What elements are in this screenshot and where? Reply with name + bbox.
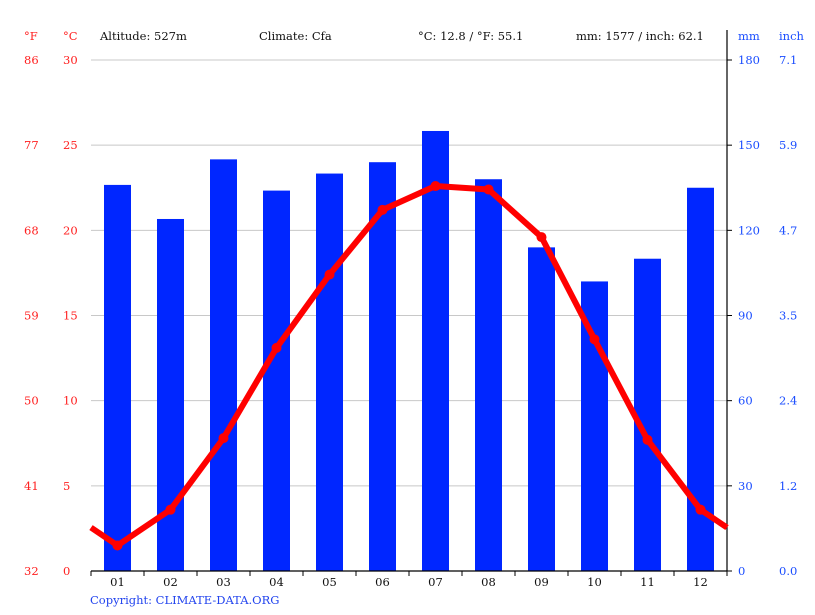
month-label: 01 <box>110 575 125 589</box>
celsius-tick-label: 30 <box>63 53 78 67</box>
temperature-point <box>642 434 653 445</box>
celsius-tick-label: 10 <box>63 394 78 408</box>
inch-tick-label: 4.7 <box>779 223 797 237</box>
mm-tick-label: 30 <box>738 479 753 493</box>
precipitation-bar <box>104 184 131 571</box>
temperature-point <box>377 204 388 215</box>
fahrenheit-tick-label: 59 <box>24 309 39 323</box>
mm-tick-label: 180 <box>738 53 760 67</box>
month-label: 12 <box>693 575 708 589</box>
temperature-point <box>536 232 547 243</box>
month-label: 06 <box>375 575 390 589</box>
mm-tick-label: 60 <box>738 394 753 408</box>
celsius-tick-label: 5 <box>63 479 70 493</box>
temperature-point <box>695 504 706 515</box>
inch-unit-label: inch <box>779 29 805 43</box>
precipitation-bar <box>475 179 502 571</box>
fahrenheit-unit-label: °F <box>24 29 38 43</box>
mm-tick-label: 120 <box>738 223 760 237</box>
month-label: 04 <box>269 575 284 589</box>
celsius-tick-label: 20 <box>63 223 78 237</box>
inch-tick-label: 7.1 <box>779 53 797 67</box>
month-label: 09 <box>534 575 549 589</box>
celsius-tick-label: 0 <box>63 564 70 578</box>
precipitation-bar <box>316 173 343 572</box>
precipitation-bar <box>528 247 555 571</box>
celsius-tick-label: 25 <box>63 138 78 152</box>
inch-tick-label: 2.4 <box>779 394 797 408</box>
precipitation-bar <box>581 281 608 571</box>
precipitation-bars <box>104 130 714 572</box>
temperature-point <box>218 433 229 444</box>
celsius-tick-label: 15 <box>63 309 78 323</box>
mm-tick-label: 150 <box>738 138 760 152</box>
month-label: 10 <box>587 575 602 589</box>
gridlines <box>91 59 727 487</box>
fahrenheit-tick-label: 86 <box>24 53 39 67</box>
precipitation-bar <box>634 258 661 571</box>
temperature-point <box>271 342 282 353</box>
precipitation-bar <box>422 130 449 571</box>
altitude-label: Altitude: 527m <box>99 29 187 43</box>
temperature-point <box>112 540 123 551</box>
month-label: 05 <box>322 575 337 589</box>
inch-tick-label: 3.5 <box>779 309 797 323</box>
month-axis: 01 02 03 04 05 06 07 08 09 10 11 12 <box>90 570 728 589</box>
month-label: 11 <box>640 575 655 589</box>
temperature-axis: 32 0 41 5 50 10 59 15 68 20 77 25 86 30 <box>24 53 78 578</box>
fahrenheit-tick-label: 41 <box>24 479 39 493</box>
mm-tick-label: 0 <box>738 564 745 578</box>
mm-unit-label: mm <box>738 29 760 43</box>
temperature-point <box>324 269 335 280</box>
climate-class-label: Climate: Cfa <box>259 29 332 43</box>
month-label: 07 <box>428 575 443 589</box>
celsius-unit-label: °C <box>63 29 78 43</box>
fahrenheit-tick-label: 32 <box>24 564 39 578</box>
temperature-point <box>430 181 441 192</box>
temperature-point <box>483 184 494 195</box>
temperature-point <box>165 504 176 515</box>
precipitation-bar <box>369 162 396 571</box>
month-label: 03 <box>216 575 231 589</box>
fahrenheit-tick-label: 50 <box>24 394 39 408</box>
average-temperature-label: °C: 12.8 / °F: 55.1 <box>418 29 523 43</box>
fahrenheit-tick-label: 77 <box>24 138 39 152</box>
temperature-line <box>89 181 729 551</box>
mm-tick-label: 90 <box>738 309 753 323</box>
total-precipitation-label: mm: 1577 / inch: 62.1 <box>576 29 704 43</box>
month-label: 08 <box>481 575 496 589</box>
temperature-polyline <box>89 183 729 549</box>
inch-tick-label: 5.9 <box>779 138 797 152</box>
inch-tick-label: 0.0 <box>779 564 797 578</box>
precipitation-axis: 0 0.0 30 1.2 60 2.4 90 3.5 120 4.7 150 5.9 180 7.1 <box>726 30 797 578</box>
fahrenheit-tick-label: 68 <box>24 223 39 237</box>
precipitation-bar <box>210 159 237 571</box>
copyright-link[interactable]: Copyright: CLIMATE-DATA.ORG <box>90 593 279 607</box>
temperature-point <box>589 334 600 345</box>
month-label: 02 <box>163 575 178 589</box>
inch-tick-label: 1.2 <box>779 479 797 493</box>
precipitation-bar <box>263 190 290 572</box>
